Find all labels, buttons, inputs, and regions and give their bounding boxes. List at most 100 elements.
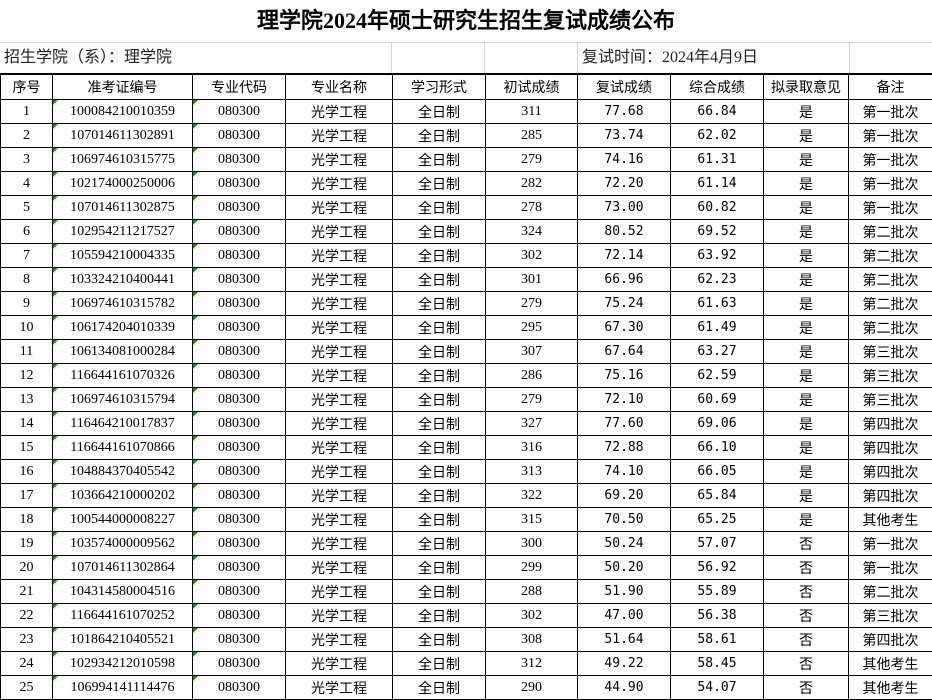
column-header-major-code[interactable]: 专业代码 <box>193 75 286 100</box>
cell-remark[interactable]: 第四批次 <box>849 628 932 652</box>
cell-prelim-score[interactable]: 324 <box>486 220 578 244</box>
cell-interview-score[interactable]: 72.10 <box>578 388 671 412</box>
cell-total-score[interactable]: 61.49 <box>671 316 764 340</box>
cell-major-name[interactable]: 光学工程 <box>286 460 393 484</box>
cell-prelim-score[interactable]: 312 <box>486 652 578 676</box>
cell-admission-opinion[interactable]: 是 <box>764 412 849 436</box>
cell-admission-opinion[interactable]: 是 <box>764 484 849 508</box>
cell-study-mode[interactable]: 全日制 <box>393 460 486 484</box>
cell-total-score[interactable]: 61.63 <box>671 292 764 316</box>
cell-exam-id[interactable]: 116464210017837 <box>53 412 193 436</box>
cell-prelim-score[interactable]: 282 <box>486 172 578 196</box>
cell-exam-id[interactable]: 106974610315782 <box>53 292 193 316</box>
cell-study-mode[interactable]: 全日制 <box>393 412 486 436</box>
cell-prelim-score[interactable]: 311 <box>486 100 578 124</box>
empty-cell[interactable] <box>850 43 932 73</box>
column-header-seq[interactable]: 序号 <box>1 75 53 100</box>
cell-exam-id[interactable]: 106134081000284 <box>53 340 193 364</box>
cell-interview-score[interactable]: 72.88 <box>578 436 671 460</box>
cell-remark[interactable]: 第二批次 <box>849 244 932 268</box>
cell-major-code[interactable]: 080300 <box>193 364 286 388</box>
column-header-total-score[interactable]: 综合成绩 <box>671 75 764 100</box>
cell-admission-opinion[interactable]: 否 <box>764 676 849 700</box>
cell-prelim-score[interactable]: 315 <box>486 508 578 532</box>
cell-exam-id[interactable]: 106994141114476 <box>53 676 193 700</box>
cell-major-name[interactable]: 光学工程 <box>286 580 393 604</box>
cell-major-name[interactable]: 光学工程 <box>286 412 393 436</box>
cell-interview-score[interactable]: 72.14 <box>578 244 671 268</box>
cell-seq[interactable]: 21 <box>1 580 53 604</box>
cell-interview-score[interactable]: 74.10 <box>578 460 671 484</box>
cell-prelim-score[interactable]: 279 <box>486 292 578 316</box>
cell-major-code[interactable]: 080300 <box>193 268 286 292</box>
cell-major-name[interactable]: 光学工程 <box>286 508 393 532</box>
cell-major-name[interactable]: 光学工程 <box>286 316 393 340</box>
cell-interview-score[interactable]: 70.50 <box>578 508 671 532</box>
cell-prelim-score[interactable]: 279 <box>486 388 578 412</box>
cell-seq[interactable]: 17 <box>1 484 53 508</box>
cell-major-code[interactable]: 080300 <box>193 172 286 196</box>
cell-total-score[interactable]: 63.92 <box>671 244 764 268</box>
cell-prelim-score[interactable]: 290 <box>486 676 578 700</box>
cell-total-score[interactable]: 66.10 <box>671 436 764 460</box>
cell-admission-opinion[interactable]: 否 <box>764 532 849 556</box>
cell-exam-id[interactable]: 102934212010598 <box>53 652 193 676</box>
cell-major-name[interactable]: 光学工程 <box>286 100 393 124</box>
cell-seq[interactable]: 15 <box>1 436 53 460</box>
cell-remark[interactable]: 第二批次 <box>849 292 932 316</box>
cell-study-mode[interactable]: 全日制 <box>393 436 486 460</box>
cell-admission-opinion[interactable]: 否 <box>764 628 849 652</box>
cell-seq[interactable]: 4 <box>1 172 53 196</box>
cell-interview-score[interactable]: 49.22 <box>578 652 671 676</box>
cell-major-code[interactable]: 080300 <box>193 532 286 556</box>
cell-major-code[interactable]: 080300 <box>193 124 286 148</box>
cell-exam-id[interactable]: 103574000009562 <box>53 532 193 556</box>
cell-major-code[interactable]: 080300 <box>193 292 286 316</box>
cell-major-code[interactable]: 080300 <box>193 436 286 460</box>
cell-major-code[interactable]: 080300 <box>193 220 286 244</box>
cell-major-name[interactable]: 光学工程 <box>286 244 393 268</box>
cell-interview-score[interactable]: 73.00 <box>578 196 671 220</box>
cell-total-score[interactable]: 69.06 <box>671 412 764 436</box>
cell-total-score[interactable]: 69.52 <box>671 220 764 244</box>
cell-interview-score[interactable]: 51.64 <box>578 628 671 652</box>
cell-total-score[interactable]: 58.45 <box>671 652 764 676</box>
cell-admission-opinion[interactable]: 是 <box>764 364 849 388</box>
cell-study-mode[interactable]: 全日制 <box>393 292 486 316</box>
cell-remark[interactable]: 第三批次 <box>849 340 932 364</box>
cell-seq[interactable]: 6 <box>1 220 53 244</box>
cell-interview-score[interactable]: 67.64 <box>578 340 671 364</box>
cell-interview-score[interactable]: 74.16 <box>578 148 671 172</box>
cell-remark[interactable]: 其他考生 <box>849 676 932 700</box>
cell-total-score[interactable]: 63.27 <box>671 340 764 364</box>
cell-prelim-score[interactable]: 316 <box>486 436 578 460</box>
cell-total-score[interactable]: 60.69 <box>671 388 764 412</box>
cell-total-score[interactable]: 54.07 <box>671 676 764 700</box>
cell-major-code[interactable]: 080300 <box>193 340 286 364</box>
cell-study-mode[interactable]: 全日制 <box>393 508 486 532</box>
cell-major-name[interactable]: 光学工程 <box>286 604 393 628</box>
cell-major-name[interactable]: 光学工程 <box>286 124 393 148</box>
cell-remark[interactable]: 第一批次 <box>849 148 932 172</box>
column-header-remark[interactable]: 备注 <box>849 75 932 100</box>
cell-prelim-score[interactable]: 286 <box>486 364 578 388</box>
cell-admission-opinion[interactable]: 是 <box>764 100 849 124</box>
cell-major-name[interactable]: 光学工程 <box>286 628 393 652</box>
cell-exam-id[interactable]: 106974610315794 <box>53 388 193 412</box>
cell-major-code[interactable]: 080300 <box>193 388 286 412</box>
cell-admission-opinion[interactable]: 否 <box>764 580 849 604</box>
cell-total-score[interactable]: 58.61 <box>671 628 764 652</box>
cell-admission-opinion[interactable]: 是 <box>764 196 849 220</box>
cell-interview-score[interactable]: 50.24 <box>578 532 671 556</box>
cell-total-score[interactable]: 62.02 <box>671 124 764 148</box>
cell-prelim-score[interactable]: 279 <box>486 148 578 172</box>
cell-study-mode[interactable]: 全日制 <box>393 628 486 652</box>
cell-total-score[interactable]: 56.38 <box>671 604 764 628</box>
cell-major-code[interactable]: 080300 <box>193 148 286 172</box>
cell-remark[interactable]: 第一批次 <box>849 556 932 580</box>
cell-interview-score[interactable]: 50.20 <box>578 556 671 580</box>
cell-prelim-score[interactable]: 299 <box>486 556 578 580</box>
cell-seq[interactable]: 16 <box>1 460 53 484</box>
cell-total-score[interactable]: 60.82 <box>671 196 764 220</box>
cell-interview-score[interactable]: 69.20 <box>578 484 671 508</box>
